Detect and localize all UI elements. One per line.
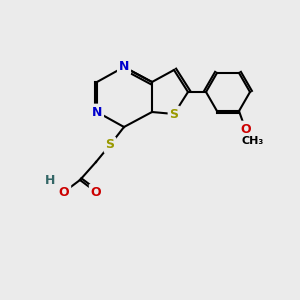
- Text: O: O: [59, 185, 69, 199]
- Text: S: S: [106, 139, 115, 152]
- Text: N: N: [119, 61, 129, 74]
- Text: O: O: [241, 123, 251, 136]
- Text: H: H: [45, 173, 55, 187]
- Text: S: S: [169, 107, 178, 121]
- Text: O: O: [91, 185, 101, 199]
- Text: CH₃: CH₃: [242, 136, 264, 146]
- Text: N: N: [92, 106, 102, 118]
